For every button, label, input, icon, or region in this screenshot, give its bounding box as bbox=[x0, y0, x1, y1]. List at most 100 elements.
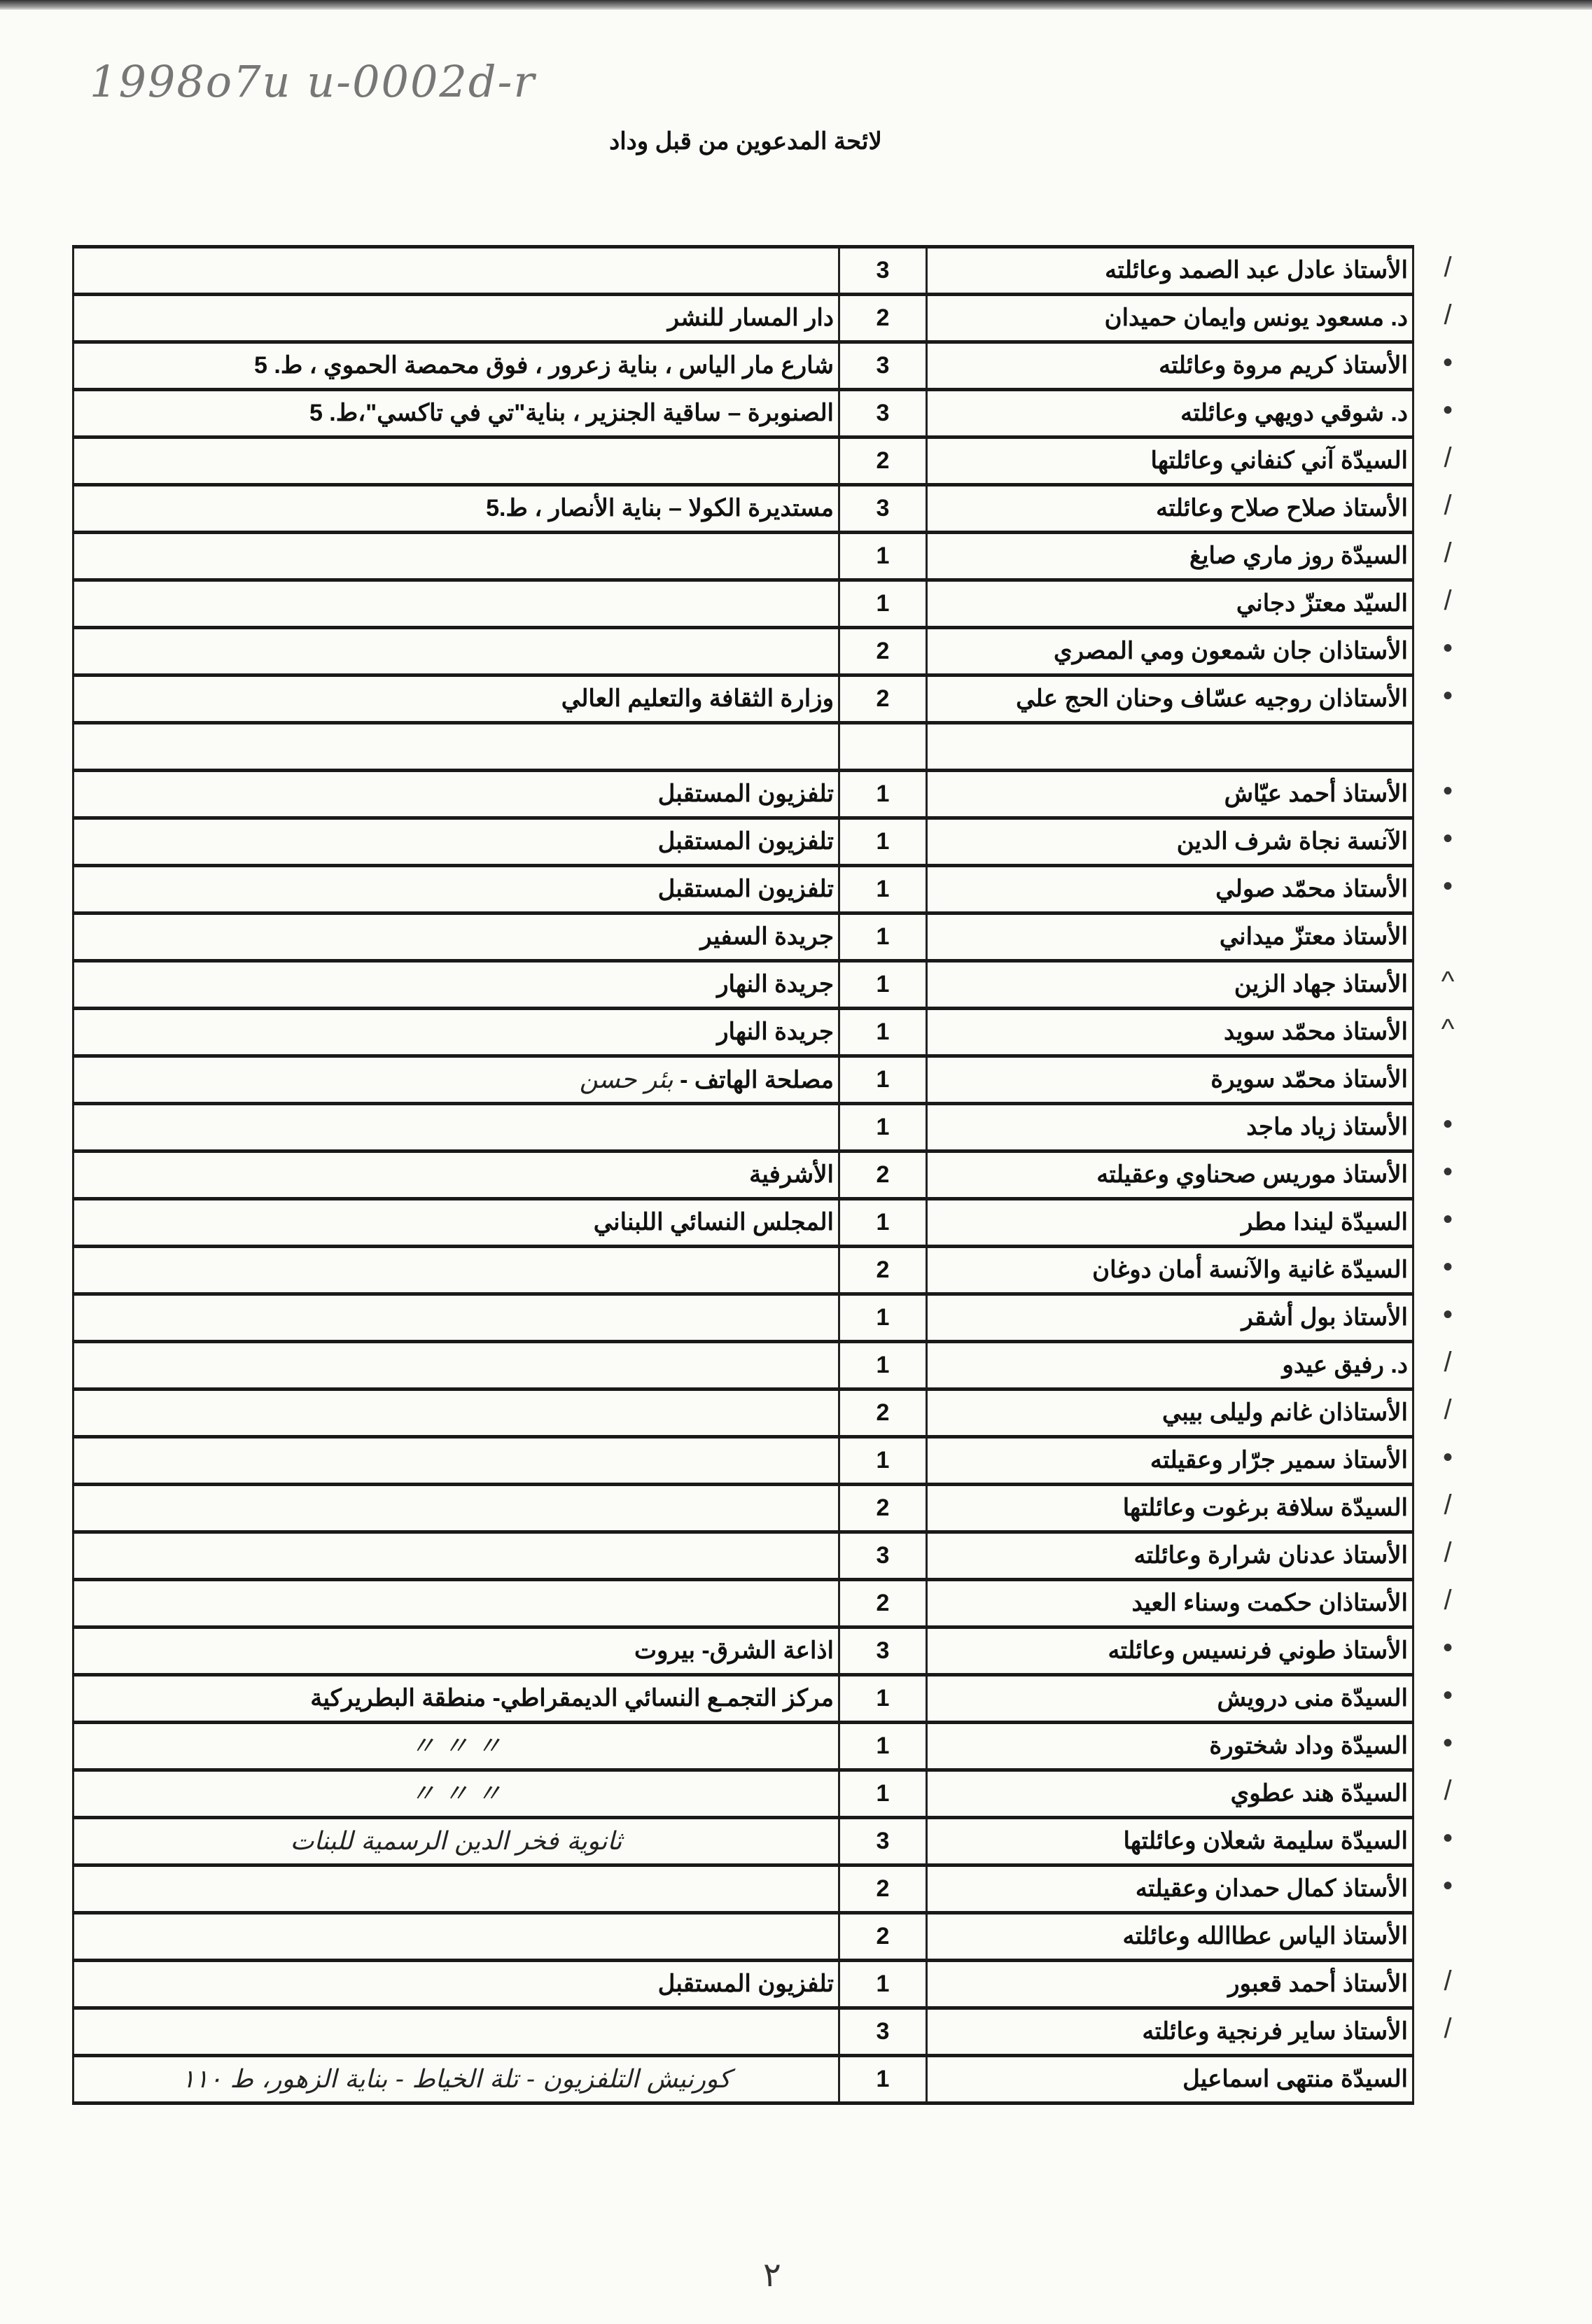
guest-count: 3 bbox=[838, 245, 928, 296]
table-row: الأستاذان حكمت وسناء العيد 2 bbox=[72, 1578, 1414, 1629]
guest-count: 1 bbox=[838, 1102, 928, 1153]
guest-notes: تلفزيون المستقبل bbox=[72, 1959, 840, 2010]
guest-notes: المجلس النسائي اللبناني bbox=[72, 1197, 840, 1248]
guest-notes bbox=[72, 1483, 840, 1534]
guest-notes bbox=[72, 2006, 840, 2057]
table-row: الأستاذان جان شمعون ومي المصري 2 bbox=[72, 626, 1414, 677]
tick-mark-icon: / bbox=[1444, 300, 1452, 330]
table-row: الأستاذ أحمد قعبور 1 تلفزيون المستقبل bbox=[72, 1959, 1414, 2010]
guest-notes: تلفزيون المستقبل bbox=[72, 769, 840, 820]
tick-mark-icon: / bbox=[1444, 442, 1452, 473]
table-row: الأستاذ محمّد سويرة 1 مصلحة الهاتف - بئر ح… bbox=[72, 1054, 1414, 1105]
tick-mark-icon: • bbox=[1442, 680, 1453, 711]
table-row: الأستاذ طوني فرنسيس وعائلته 3 اذاعة الشرق-… bbox=[72, 1625, 1414, 1676]
guest-notes: مستديرة الكولا – بناية الأنصار ، ط.5 bbox=[72, 483, 840, 534]
notes-text: الأشرفية bbox=[749, 1161, 834, 1188]
table-row: الأستاذ معتزّ ميداني 1 جريدة السفير bbox=[72, 911, 1414, 962]
guest-notes bbox=[72, 531, 840, 582]
guest-notes: تلفزيون المستقبل bbox=[72, 864, 840, 915]
page-number: ٢ bbox=[763, 2255, 781, 2295]
guest-name: السيدّة سليمة شعلان وعائلتها bbox=[926, 1816, 1414, 1867]
guest-count: 1 bbox=[838, 1673, 928, 1724]
guest-count: 1 bbox=[838, 1435, 928, 1486]
tick-mark-icon: • bbox=[1442, 1109, 1453, 1140]
guest-count: 3 bbox=[838, 1530, 928, 1581]
guest-name: الأستاذ عدنان شرارة وعائلته bbox=[926, 1530, 1414, 1581]
tick-mark-icon: / bbox=[1444, 1490, 1452, 1520]
tick-mark-icon: / bbox=[1444, 252, 1452, 283]
guest-notes bbox=[72, 1530, 840, 1581]
tick-mark-icon: / bbox=[1444, 1537, 1452, 1568]
guest-notes bbox=[72, 435, 840, 486]
table-row: السيدّة منى درويش 1 مركز التجمـع النسائي ا… bbox=[72, 1673, 1414, 1724]
table-row: الأستاذ ساير فرنجية وعائلته 3 bbox=[72, 2006, 1414, 2057]
notes-text: المجلس النسائي اللبناني bbox=[593, 1208, 834, 1236]
table-row: السيدّة هند عطوي 1 〃 〃 〃 bbox=[72, 1768, 1414, 1819]
table-row bbox=[72, 721, 1414, 772]
guest-name bbox=[926, 721, 1414, 772]
tick-mark-icon: • bbox=[1442, 1632, 1453, 1663]
tick-mark-icon: / bbox=[1444, 1347, 1452, 1378]
table-row: الأستاذ أحمد عيّاش 1 تلفزيون المستقبل bbox=[72, 769, 1414, 820]
tick-mark-icon: • bbox=[1442, 1442, 1453, 1473]
table-row: السيدّة ليندا مطر 1 المجلس النسائي اللبنان… bbox=[72, 1197, 1414, 1248]
guest-notes: مركز التجمـع النسائي الديمقراطي- منطقة ا… bbox=[72, 1673, 840, 1724]
notes-text: تلفزيون المستقبل bbox=[657, 780, 834, 807]
tick-mark-icon: / bbox=[1444, 2013, 1452, 2044]
table-row: الأستاذ محمّد سويد 1 جريدة النهار bbox=[72, 1007, 1414, 1058]
guest-count: 2 bbox=[838, 1863, 928, 1914]
table-row: د. شوقي دويهي وعائلته 3 الصنوبرة – ساقية ا… bbox=[72, 388, 1414, 439]
guest-name: الأستاذ محمّد صولي bbox=[926, 864, 1414, 915]
guest-name: الأستاذان غانم وليلى بيبي bbox=[926, 1387, 1414, 1438]
guest-notes: وزارة الثقافة والتعليم العالي bbox=[72, 673, 840, 724]
notes-text: تلفزيون المستقبل bbox=[657, 1970, 834, 1997]
guest-notes bbox=[72, 1102, 840, 1153]
guest-count: 2 bbox=[838, 1578, 928, 1629]
guest-count: 2 bbox=[838, 435, 928, 486]
guest-notes bbox=[72, 1578, 840, 1629]
guest-name: الأستاذ محمّد سويد bbox=[926, 1007, 1414, 1058]
guest-name: الأستاذان جان شمعون ومي المصري bbox=[926, 626, 1414, 677]
guest-name: السيدّة آني كنفاني وعائلتها bbox=[926, 435, 1414, 486]
guest-notes: كورنيش التلفزيون - تلة الخياط - بناية ال… bbox=[72, 2054, 840, 2105]
handwritten-note: بئر حسن bbox=[579, 1065, 673, 1094]
handwritten-note: كورنيش التلفزيون - تلة الخياط - بناية ال… bbox=[181, 2064, 731, 2094]
guest-name: الأستاذ عادل عبد الصمد وعائلته bbox=[926, 245, 1414, 296]
guest-count: 3 bbox=[838, 483, 928, 534]
tick-mark-icon: • bbox=[1442, 1680, 1453, 1711]
table-row: السيدّة سليمة شعلان وعائلتها 3 ثانوية فخر … bbox=[72, 1816, 1414, 1867]
guest-name: الأستاذ بول أشقر bbox=[926, 1292, 1414, 1343]
guest-name: الأستاذ الياس عطاالله وعائلته bbox=[926, 1911, 1414, 1962]
tick-mark-icon: • bbox=[1442, 1252, 1453, 1282]
guest-count: 2 bbox=[838, 673, 928, 724]
guest-notes: شارع مار الياس ، بناية زعرور ، فوق محمصة… bbox=[72, 340, 840, 391]
guest-name: السيدّة روز ماري صايغ bbox=[926, 531, 1414, 582]
tick-mark-icon: • bbox=[1442, 1299, 1453, 1330]
notes-text: شارع مار الياس ، بناية زعرور ، فوق محمصة… bbox=[254, 351, 834, 379]
guest-name: د. مسعود يونس وايمان حميدان bbox=[926, 293, 1414, 344]
guest-name: السيّد معتزّ دجاني bbox=[926, 578, 1414, 629]
guest-count bbox=[838, 721, 928, 772]
guest-notes: مصلحة الهاتف - بئر حسن bbox=[72, 1054, 840, 1105]
notes-text: جريدة النهار bbox=[717, 1018, 834, 1045]
guest-count: 3 bbox=[838, 340, 928, 391]
guest-notes: جريدة النهار bbox=[72, 1007, 840, 1058]
guest-name: الأستاذ كريم مروة وعائلته bbox=[926, 340, 1414, 391]
table-row: الأستاذ الياس عطاالله وعائلته 2 bbox=[72, 1911, 1414, 1962]
scan-edge bbox=[0, 0, 1592, 10]
table-row: السيدّة روز ماري صايغ 1 bbox=[72, 531, 1414, 582]
table-row: الأستاذ عادل عبد الصمد وعائلته 3 bbox=[72, 245, 1414, 296]
tick-mark-icon: ^ bbox=[1441, 966, 1455, 997]
table-row: الأستاذ بول أشقر 1 bbox=[72, 1292, 1414, 1343]
guest-notes bbox=[72, 1387, 840, 1438]
table-row: السيدّة آني كنفاني وعائلتها 2 bbox=[72, 435, 1414, 486]
guest-name: الأستاذ سمير جرّار وعقيلته bbox=[926, 1435, 1414, 1486]
notes-text: جريدة السفير bbox=[700, 923, 834, 950]
guest-notes: 〃 〃 〃 bbox=[72, 1768, 840, 1819]
guest-count: 3 bbox=[838, 2006, 928, 2057]
notes-text: تلفزيون المستقبل bbox=[657, 827, 834, 855]
guest-notes: تلفزيون المستقبل bbox=[72, 816, 840, 867]
tick-mark-icon: / bbox=[1444, 1775, 1452, 1806]
guest-name: الأستاذان حكمت وسناء العيد bbox=[926, 1578, 1414, 1629]
guest-count: 1 bbox=[838, 1959, 928, 2010]
